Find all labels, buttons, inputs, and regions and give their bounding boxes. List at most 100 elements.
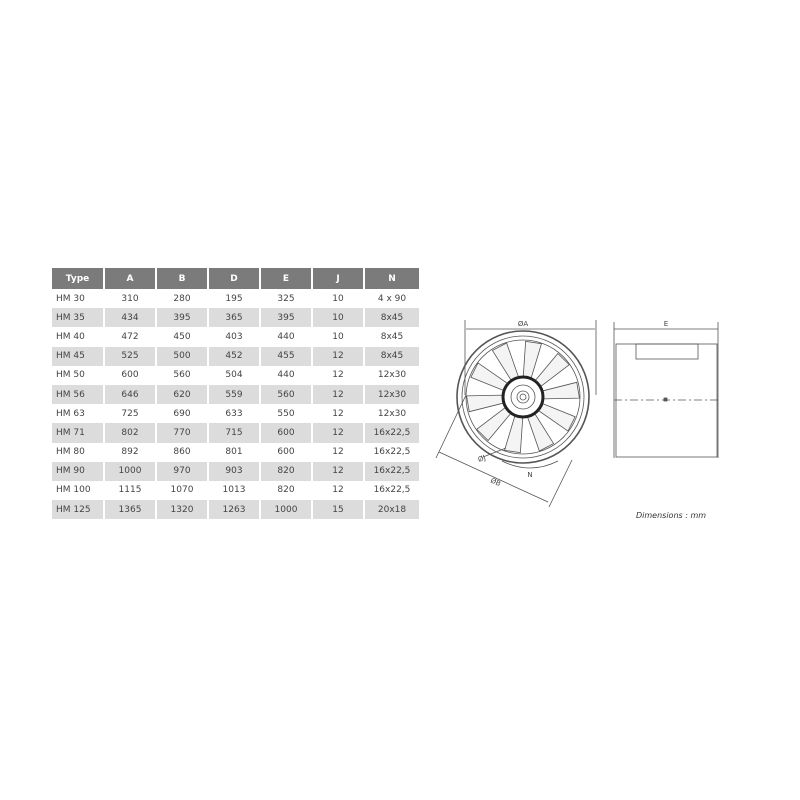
- table-cell: 550: [260, 404, 313, 424]
- column-header-e: E: [260, 268, 313, 289]
- table-cell: HM 30: [52, 289, 105, 309]
- table-cell: 8x45: [364, 346, 421, 366]
- table-cell: HM 80: [52, 442, 105, 462]
- table-cell: 1013: [208, 480, 261, 501]
- units-note: Dimensions : mm: [636, 511, 707, 520]
- table-cell: 195: [208, 289, 261, 309]
- table-cell: 600: [260, 423, 313, 443]
- column-header-n: N: [364, 268, 421, 289]
- table-cell: HM 40: [52, 327, 105, 347]
- table-cell: HM 50: [52, 365, 105, 385]
- dimension-j: [482, 447, 507, 458]
- table-cell: 646: [104, 384, 157, 405]
- table-cell: 12: [312, 365, 365, 385]
- table-cell: 820: [260, 461, 313, 481]
- table-cell: 1115: [104, 480, 157, 501]
- table-cell: 1070: [156, 480, 209, 501]
- table-row: HM 40 472 450 403 440 10 8x45: [52, 327, 421, 347]
- blade: [522, 340, 543, 379]
- table-cell: 1000: [104, 461, 157, 481]
- side-view: [613, 322, 719, 458]
- front-view: [456, 330, 590, 464]
- table-row: HM 56 646 620 559 560 12 12x30: [52, 384, 421, 405]
- table-cell: 770: [156, 423, 209, 443]
- label-n: N: [527, 471, 532, 479]
- table-row: HM 50 600 560 504 440 12 12x30: [52, 365, 421, 385]
- table-cell: 12: [312, 384, 365, 405]
- table-cell: HM 35: [52, 308, 105, 328]
- table-cell: 560: [156, 365, 209, 385]
- table-cell: HM 45: [52, 346, 105, 366]
- label-b: ØB: [489, 477, 502, 489]
- table-cell: 20x18: [364, 500, 421, 520]
- table-cell: 525: [104, 346, 157, 366]
- table-cell: 1000: [260, 500, 313, 520]
- table-cell: 440: [260, 327, 313, 347]
- table-cell: 820: [260, 480, 313, 501]
- table-cell: 12: [312, 346, 365, 366]
- table-header: Type A B D E J N: [52, 268, 421, 289]
- table-cell: 10: [312, 308, 365, 328]
- table-cell: 325: [260, 289, 313, 309]
- blade: [503, 415, 524, 454]
- dimension-b: [435, 394, 573, 508]
- table-cell: 16x22,5: [364, 442, 421, 462]
- table-cell: 1365: [104, 500, 157, 520]
- table-cell: 903: [208, 461, 261, 481]
- column-header-type: Type: [52, 268, 105, 289]
- column-header-b: B: [156, 268, 209, 289]
- table-cell: 16x22,5: [364, 480, 421, 501]
- column-header-j: J: [312, 268, 365, 289]
- table-cell: 690: [156, 404, 209, 424]
- blade: [542, 381, 580, 400]
- table-cell: HM 90: [52, 461, 105, 481]
- table-row: HM 71 802 770 715 600 12 16x22,5: [52, 423, 421, 443]
- table-row: HM 90 1000 970 903 820 12 16x22,5: [52, 461, 421, 481]
- table-cell: 12x30: [364, 404, 421, 424]
- table-cell: HM 100: [52, 480, 105, 501]
- table-cell: 892: [104, 442, 157, 462]
- table-cell: HM 125: [52, 500, 105, 520]
- table-cell: 1320: [156, 500, 209, 520]
- table-cell: 12: [312, 423, 365, 443]
- table-cell: 434: [104, 308, 157, 328]
- table-cell: 472: [104, 327, 157, 347]
- table-cell: 395: [260, 308, 313, 328]
- table-cell: 802: [104, 423, 157, 443]
- table-cell: 455: [260, 346, 313, 366]
- table-cell: 10: [312, 327, 365, 347]
- table-cell: 4 x 90: [364, 289, 421, 309]
- table-row: HM 125 1365 1320 1263 1000 15 20x18: [52, 500, 421, 520]
- table-cell: HM 56: [52, 384, 105, 405]
- table-cell: 403: [208, 327, 261, 347]
- table-cell: 452: [208, 346, 261, 366]
- table-cell: 12: [312, 404, 365, 424]
- table-cell: 860: [156, 442, 209, 462]
- column-header-d: D: [208, 268, 261, 289]
- table-cell: 600: [104, 365, 157, 385]
- label-a: ØA: [518, 320, 529, 328]
- table-cell: 10: [312, 289, 365, 309]
- table-cell: 12x30: [364, 384, 421, 405]
- table-cell: 365: [208, 308, 261, 328]
- table-cell: HM 71: [52, 423, 105, 443]
- table-cell: 12x30: [364, 365, 421, 385]
- table-row: HM 45 525 500 452 455 12 8x45: [52, 346, 421, 366]
- table-cell: 600: [260, 442, 313, 462]
- table-cell: 633: [208, 404, 261, 424]
- table-cell: 280: [156, 289, 209, 309]
- table-cell: 450: [156, 327, 209, 347]
- table-cell: 970: [156, 461, 209, 481]
- table-cell: 12: [312, 442, 365, 462]
- dimension-a: [464, 320, 597, 395]
- table-cell: 620: [156, 384, 209, 405]
- blade: [466, 394, 504, 413]
- table-row: HM 35 434 395 365 395 10 8x45: [52, 308, 421, 328]
- table-cell: 16x22,5: [364, 461, 421, 481]
- table-cell: 1263: [208, 500, 261, 520]
- label-e: E: [664, 320, 668, 328]
- table-cell: 725: [104, 404, 157, 424]
- table-row: HM 100 1115 1070 1013 820 12 16x22,5: [52, 480, 421, 501]
- table-cell: 500: [156, 346, 209, 366]
- table-row: HM 63 725 690 633 550 12 12x30: [52, 404, 421, 424]
